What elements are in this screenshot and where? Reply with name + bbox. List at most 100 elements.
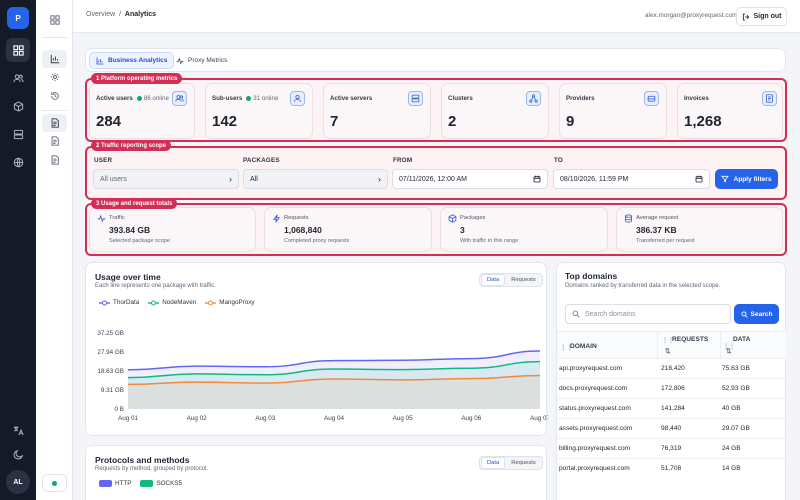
column-domain[interactable]: DOMAIN — [570, 343, 597, 350]
protocols-subtitle: Requests by method, grouped by protocol. — [95, 466, 209, 472]
sign-out-icon — [742, 13, 749, 20]
usage-tile-packages: Packages 3 With traffic in this range — [440, 207, 608, 252]
sign-out-button[interactable]: Sign out — [736, 7, 787, 26]
kpi-value: 284 — [96, 113, 122, 130]
table-row[interactable]: status.proxyrequest.com 141,284 40 GB — [556, 398, 785, 418]
tile-title: Average request — [636, 215, 679, 221]
language-icon[interactable] — [6, 418, 30, 442]
to-date-input[interactable]: 08/10/2026, 11:59 PM — [553, 169, 710, 189]
breadcrumb-parent[interactable]: Overview — [86, 11, 116, 18]
invoice-list-icon[interactable] — [42, 151, 67, 169]
dashboard-nav-icon[interactable] — [6, 38, 30, 62]
y-tick-label: 37.25 GB — [97, 330, 124, 337]
app-logo[interactable]: P — [7, 7, 29, 29]
series-area-nodemaven — [128, 361, 540, 409]
database-icon — [625, 214, 632, 223]
user-select[interactable]: All users › — [93, 169, 239, 189]
chevron-right-icon: › — [229, 174, 232, 184]
series-line-nodemaven[interactable] — [127, 360, 541, 379]
series-area-thordata — [128, 351, 540, 409]
kpi-title: Active users — [96, 95, 133, 102]
breadcrumb-separator: / — [119, 11, 122, 18]
table-row[interactable]: portal.proxyrequest.com 51,708 14 GB — [556, 458, 785, 478]
packages-select[interactable]: All › — [243, 169, 388, 189]
apply-filters-label: Apply filters — [733, 175, 772, 183]
usage-chart-subtitle: Each line represents one package with tr… — [95, 283, 216, 289]
legend-swatch — [99, 480, 112, 487]
drag-handle-icon[interactable]: ⋮⋮ — [723, 344, 735, 350]
document-list-icon[interactable] — [42, 132, 67, 150]
y-tick-label: 27.94 GB — [97, 349, 124, 356]
legend-item[interactable]: SOCKS5 — [140, 480, 182, 487]
column-data[interactable]: DATA — [733, 336, 751, 343]
from-date-input[interactable]: 07/11/2026, 12:00 AM — [392, 169, 548, 189]
cell-requests: 218,420 — [661, 365, 685, 372]
calendar-icon — [695, 175, 703, 183]
server-nav-icon[interactable] — [6, 122, 30, 146]
series-line-thordata[interactable] — [127, 350, 541, 371]
usage-tile-requests: Requests 1,068,840 Completed proxy reque… — [264, 207, 432, 252]
search-placeholder: Search domains — [585, 310, 636, 318]
cell-domain: portal.proxyrequest.com — [559, 465, 630, 472]
series-line-mangoproxy[interactable] — [127, 374, 541, 386]
user-select-value: All users — [100, 175, 127, 183]
table-row[interactable]: assets.proxyrequest.com 98,440 29.07 GB — [556, 418, 785, 438]
online-dot — [246, 96, 252, 101]
tile-title: Traffic — [109, 215, 125, 221]
table-row[interactable]: api.proxyrequest.com 218,420 75.63 GB — [556, 358, 785, 378]
drag-handle-icon[interactable]: ⋮⋮ — [662, 338, 674, 344]
kpi-title: Providers — [566, 95, 595, 102]
breadcrumb-current: Analytics — [124, 11, 157, 18]
toggle-requests[interactable]: Requests — [511, 277, 536, 283]
divider — [42, 37, 67, 38]
table-row[interactable]: billing.proxyrequest.com 76,319 24 GB — [556, 438, 785, 458]
user-email: alex.morgan@proxyrequest.com — [645, 12, 738, 19]
kpi-value: 142 — [212, 113, 238, 130]
toggle-data[interactable]: Data — [481, 274, 506, 286]
history-icon[interactable] — [42, 87, 67, 105]
packages-filter-label: PACKAGES — [243, 157, 280, 164]
settings-gear-icon[interactable] — [42, 68, 67, 86]
legend-item[interactable]: MangoProxy — [205, 299, 255, 306]
avatar[interactable]: AL — [6, 470, 30, 494]
sort-icon[interactable]: ⇅ — [665, 348, 671, 355]
column-requests[interactable]: REQUESTS — [672, 336, 709, 343]
analytics-chart-icon[interactable] — [42, 50, 67, 68]
sort-icon[interactable]: ⇅ — [726, 348, 732, 355]
toggle-requests[interactable]: Requests — [511, 460, 536, 466]
usage-chart-title: Usage over time — [95, 272, 161, 282]
users-icon — [172, 91, 187, 106]
toggle-data[interactable]: Data — [481, 457, 506, 469]
grid-icon[interactable] — [42, 11, 67, 29]
section-platform-metrics — [85, 78, 787, 142]
usage-tile-average-request: Average request 386.37 KB Transferred pe… — [616, 207, 783, 252]
domain-search-input[interactable]: Search domains — [565, 304, 731, 324]
cell-requests: 172,806 — [661, 385, 685, 392]
kpi-card-providers: Providers 9 — [559, 83, 667, 139]
tab-business-analytics[interactable]: Business Analytics — [89, 52, 175, 69]
search-button[interactable]: Search — [734, 304, 779, 324]
theme-moon-icon[interactable] — [6, 442, 30, 466]
usage-chart-card: Usage over time Each line represents one… — [85, 262, 548, 436]
lightning-icon — [272, 214, 281, 223]
legend-item[interactable]: HTTP — [99, 480, 131, 487]
legend-item[interactable]: ThorData — [99, 299, 139, 306]
tab-proxy-metrics[interactable]: Proxy Metrics — [170, 52, 233, 69]
cell-data: 52.93 GB — [722, 385, 750, 392]
globe-nav-icon[interactable] — [6, 150, 30, 174]
apply-filters-button[interactable]: Apply filters — [715, 169, 778, 189]
legend-label: SOCKS5 — [156, 480, 183, 487]
kpi-value: 7 — [330, 113, 339, 130]
user-filter-label: USER — [94, 157, 113, 164]
table-row[interactable]: docs.proxyrequest.com 172,806 52.93 GB — [556, 378, 785, 398]
legend-item[interactable]: NodeMaven — [148, 299, 196, 306]
box-nav-icon[interactable] — [6, 94, 30, 118]
cell-domain: api.proxyrequest.com — [559, 365, 623, 372]
x-tick-label: Aug 03 — [255, 415, 275, 422]
users-nav-icon[interactable] — [6, 66, 30, 90]
drag-handle-icon[interactable]: ⋮⋮ — [560, 344, 574, 351]
cell-domain: assets.proxyrequest.com — [559, 425, 633, 432]
tile-value: 1,068,840 — [284, 225, 322, 235]
tile-title: Requests — [284, 215, 309, 221]
document-icon[interactable] — [42, 114, 67, 132]
